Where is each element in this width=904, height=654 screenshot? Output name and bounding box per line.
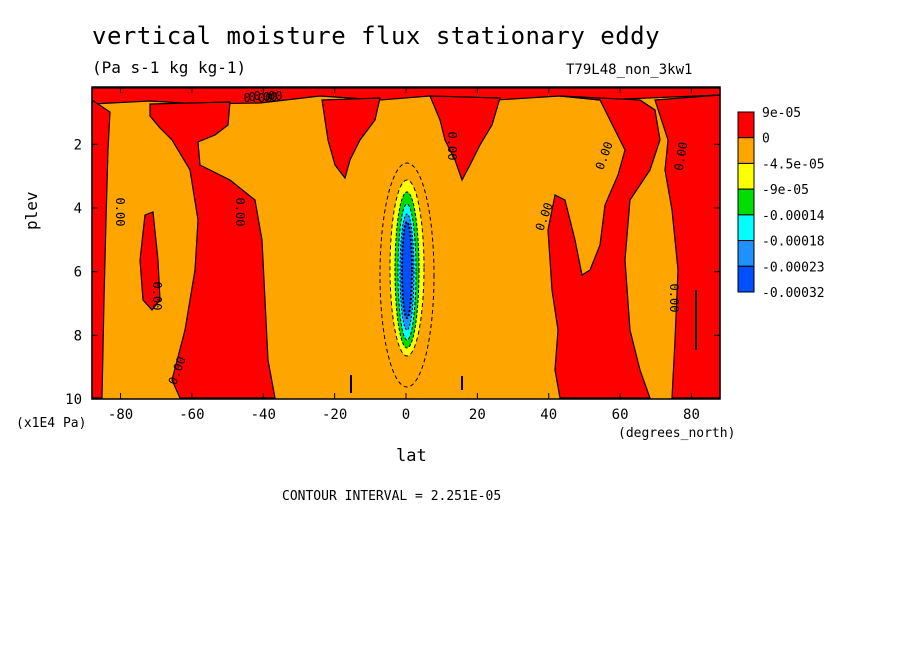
colorbar-swatch: [737, 265, 755, 293]
y-axis-unit: (x1E4 Pa): [16, 416, 87, 431]
core-outer-contour: [379, 162, 435, 388]
colorbar: 9e-05 0 -4.5e-05 -9e-05 -0.00014 -0.00018 -0.0…: [737, 106, 825, 301]
chart-title: vertical moisture flux stationary eddy: [92, 22, 661, 50]
colorbar-level-label: 0: [762, 132, 770, 147]
x-tick-label: 80: [683, 407, 700, 423]
colorbar-level-label: -0.00014: [762, 209, 825, 224]
colorbar-level-label: -0.00023: [762, 260, 825, 275]
y-tick-label: 4: [74, 201, 82, 217]
y-tick-label: 10: [65, 392, 82, 408]
x-axis-unit: (degrees_north): [618, 426, 736, 441]
contour-label: 0.00: [150, 282, 164, 311]
y-ticks: 2 4 6 8 10: [65, 137, 720, 408]
y-tick-label: 2: [74, 137, 82, 153]
contour-label: 0.00: [233, 198, 247, 227]
colorbar-swatch: [737, 137, 755, 164]
region-north-lobe-2: [429, 95, 501, 182]
colorbar-swatch: [737, 162, 755, 190]
x-tick-label: -40: [251, 407, 276, 423]
equatorial-negative-core: [379, 162, 435, 388]
contour-label: 0.00: [672, 141, 691, 172]
contour-label: 0.00: [249, 90, 278, 104]
contour-label: 0.00: [445, 132, 459, 161]
positive-regions: [91, 87, 721, 399]
contour-label: 0.00: [667, 284, 681, 313]
contour-label: 0.00: [113, 198, 127, 227]
colorbar-level-label: 9e-05: [762, 106, 801, 121]
contour-label: 0.00: [244, 91, 273, 105]
region-south-island: [139, 211, 161, 311]
y-tick-label: 6: [74, 265, 82, 281]
core-level-blue: [401, 221, 413, 319]
colorbar-level-label: -9e-05: [762, 183, 809, 198]
x-ticks: -80 -60 -40 -20 0 20 40 60 80: [108, 87, 700, 423]
y-tick-label: 8: [74, 328, 82, 344]
x-tick-label: 0: [402, 407, 410, 423]
colorbar-swatch: [737, 111, 755, 139]
contour-label: 0.00: [254, 89, 283, 103]
x-axis-label: lat: [396, 446, 427, 466]
x-tick-label: 40: [540, 407, 557, 423]
region-north-lobe: [321, 97, 381, 180]
region-south-broad-column: [149, 101, 276, 399]
colorbar-level-label: -4.5e-05: [762, 157, 825, 172]
contour-interval: CONTOUR INTERVAL = 2.251E-05: [282, 489, 502, 504]
colorbar-swatch: [737, 240, 755, 267]
run-id: T79L48_non_3kw1: [566, 62, 693, 78]
contour-ticks: [350, 290, 697, 393]
colorbar-swatch: [737, 188, 755, 216]
colorbar-swatch: [737, 214, 755, 242]
x-tick-label: 20: [469, 407, 486, 423]
x-tick-label: 60: [612, 407, 629, 423]
x-tick-label: -20: [322, 407, 347, 423]
chart-units: (Pa s-1 kg kg-1): [92, 58, 247, 77]
region-south-column: [91, 98, 111, 399]
region-north-broad-column: [547, 95, 661, 399]
colorbar-level-label: -0.00018: [762, 235, 825, 250]
colorbar-level-label: -0.00032: [762, 286, 825, 301]
x-tick-label: -80: [108, 407, 133, 423]
region-top-band: [91, 87, 721, 105]
x-tick-label: -60: [179, 407, 204, 423]
